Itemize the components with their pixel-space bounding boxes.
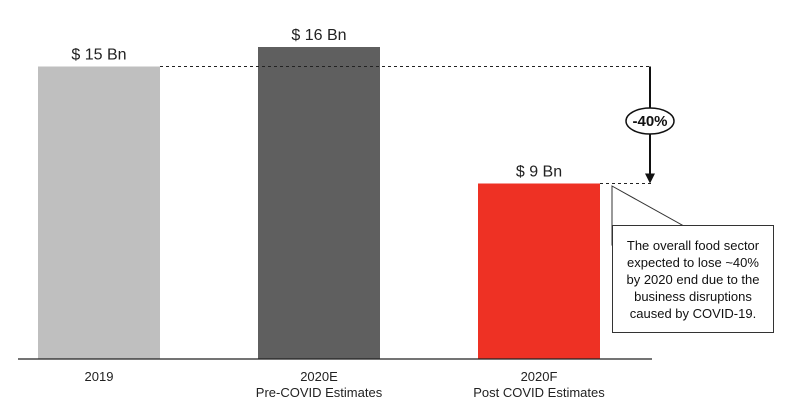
category-label-2020F: 2020F — [521, 369, 558, 384]
value-label-2020F: $ 9 Bn — [516, 164, 562, 181]
change-badge — [625, 107, 675, 135]
value-label-2020E: $ 16 Bn — [291, 27, 346, 44]
value-label-2019: $ 15 Bn — [71, 47, 126, 64]
annotation-callout: The overall food sector expected to lose… — [612, 225, 774, 333]
change-arrow-head — [645, 173, 655, 184]
category-label-2020E: 2020E — [300, 369, 338, 384]
bar-2019 — [38, 66, 160, 359]
change-label: -40% — [632, 113, 667, 130]
category-sublabel-2020F: Post COVID Estimates — [473, 385, 605, 400]
category-label-2019: 2019 — [85, 369, 114, 384]
annotation-text: The overall food sector expected to lose… — [626, 238, 760, 321]
bar-2020E — [258, 47, 380, 359]
bar-2020F — [478, 183, 600, 359]
category-sublabel-2020E: Pre-COVID Estimates — [256, 385, 383, 400]
